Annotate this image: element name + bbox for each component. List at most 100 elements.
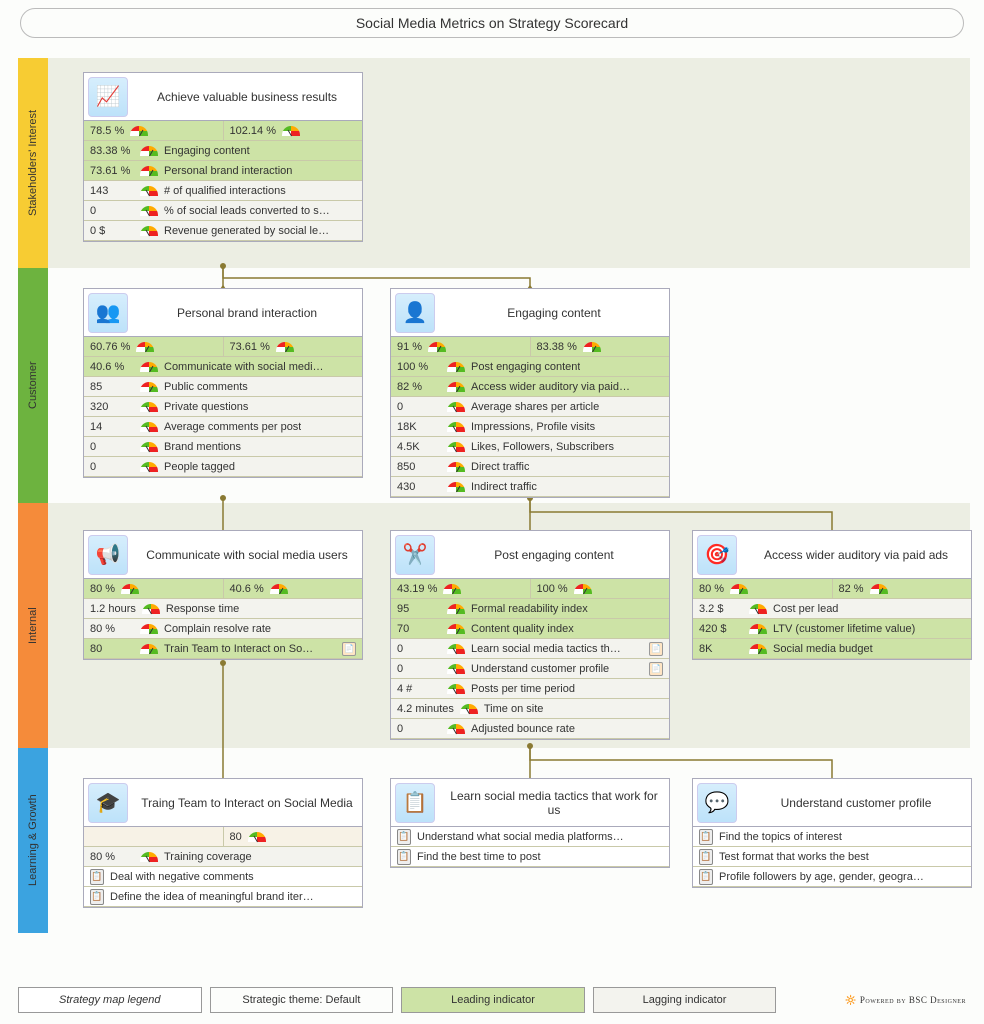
metric-label: Time on site — [484, 703, 544, 715]
kpi-half: 83.38 % — [531, 337, 670, 356]
card-comm[interactable]: 📢 Communicate with social media users 80… — [83, 530, 363, 660]
card-ucust[interactable]: 💬 Understand customer profile 📋Find the … — [692, 778, 972, 888]
card-icon: 💬 — [697, 783, 737, 823]
gauge-icon — [447, 382, 465, 392]
metric-row[interactable]: 80Train Team to Interact on So…📄 — [84, 639, 362, 659]
metric-row[interactable]: 📋Understand what social media platforms… — [391, 827, 669, 847]
metric-value: 4.2 minutes — [397, 703, 454, 715]
metric-row[interactable]: 80 %Training coverage — [84, 847, 362, 867]
metric-row[interactable]: 📋Find the best time to post — [391, 847, 669, 867]
metric-row[interactable]: 📋Find the topics of interest — [693, 827, 971, 847]
metric-row[interactable]: 3.2 $Cost per lead — [693, 599, 971, 619]
metric-row[interactable]: 73.61 %Personal brand interaction — [84, 161, 362, 181]
metric-row[interactable]: 320Private questions — [84, 397, 362, 417]
card-title: Post engaging content — [439, 548, 669, 562]
gauge-icon — [282, 126, 300, 136]
card-learn[interactable]: 📋 Learn social media tactics that work f… — [390, 778, 670, 868]
metric-row[interactable]: 📋Profile followers by age, gender, geogr… — [693, 867, 971, 887]
metric-row[interactable]: 0People tagged — [84, 457, 362, 477]
metric-value: 100 % — [397, 361, 441, 373]
metric-row[interactable]: 0Learn social media tactics th…📄 — [391, 639, 669, 659]
metric-row[interactable]: 0Brand mentions — [84, 437, 362, 457]
metric-row[interactable]: 85Public comments — [84, 377, 362, 397]
legend: Strategy map legend Strategic theme: Def… — [18, 986, 966, 1014]
metric-row[interactable]: 143# of qualified interactions — [84, 181, 362, 201]
metric-row[interactable]: 95Formal readability index — [391, 599, 669, 619]
gauge-icon — [749, 644, 767, 654]
metric-row[interactable]: 0 $Revenue generated by social le… — [84, 221, 362, 241]
metric-label: Complain resolve rate — [164, 623, 271, 635]
gauge-icon — [730, 584, 748, 594]
kpi-value: 102.14 % — [230, 125, 276, 137]
metric-label: Average shares per article — [471, 401, 599, 413]
metric-row[interactable]: 0Adjusted bounce rate — [391, 719, 669, 739]
metric-value: 0 — [397, 643, 441, 655]
card-icon: ✂️ — [395, 535, 435, 575]
metric-row[interactable]: 430Indirect traffic — [391, 477, 669, 497]
metric-value: 95 — [397, 603, 441, 615]
metric-label: Impressions, Profile visits — [471, 421, 595, 433]
metric-row[interactable]: 82 %Access wider auditory via paid… — [391, 377, 669, 397]
metric-row[interactable]: 70Content quality index — [391, 619, 669, 639]
metric-value: 0 — [90, 461, 134, 473]
metric-row[interactable]: 📋Deal with negative comments — [84, 867, 362, 887]
metric-value: 4 # — [397, 683, 441, 695]
gauge-icon — [447, 362, 465, 372]
metric-row[interactable]: 40.6 %Communicate with social medi… — [84, 357, 362, 377]
metric-row[interactable]: 1.2 hoursResponse time — [84, 599, 362, 619]
metric-row[interactable]: 100 %Post engaging content — [391, 357, 669, 377]
metric-row[interactable]: 8K Social media budget — [693, 639, 971, 659]
kpi-half: 91 % — [391, 337, 531, 356]
metric-label: Engaging content — [164, 145, 250, 157]
card-post[interactable]: ✂️ Post engaging content 43.19 %100 %95F… — [390, 530, 670, 740]
metric-label: Average comments per post — [164, 421, 301, 433]
metric-row[interactable]: 14Average comments per post — [84, 417, 362, 437]
metric-row[interactable]: 18K Impressions, Profile visits — [391, 417, 669, 437]
card-pbi[interactable]: 👥 Personal brand interaction 60.76 %73.6… — [83, 288, 363, 478]
metric-row[interactable]: 80 %Complain resolve rate — [84, 619, 362, 639]
gauge-icon — [443, 584, 461, 594]
metric-value: 850 — [397, 461, 441, 473]
metric-label: Social media budget — [773, 643, 873, 655]
gauge-icon — [142, 604, 160, 614]
metric-value: 8K — [699, 643, 743, 655]
metric-row[interactable]: 83.38 %Engaging content — [84, 141, 362, 161]
metric-row[interactable]: 850Direct traffic — [391, 457, 669, 477]
kpi-value: 100 % — [537, 583, 568, 595]
metric-row[interactable]: 4 #Posts per time period — [391, 679, 669, 699]
metric-row[interactable]: 420 $LTV (customer lifetime value) — [693, 619, 971, 639]
gauge-icon — [140, 206, 158, 216]
legend-leading: Leading indicator — [401, 987, 585, 1013]
gauge-icon — [276, 342, 294, 352]
metric-row[interactable]: 4.2 minutes Time on site — [391, 699, 669, 719]
perspective-internal: Internal — [18, 503, 48, 748]
metric-label: Deal with negative comments — [110, 871, 254, 883]
metric-value: 3.2 $ — [699, 603, 743, 615]
card-eng[interactable]: 👤 Engaging content 91 %83.38 %100 %Post … — [390, 288, 670, 498]
gauge-icon — [140, 382, 158, 392]
metric-row[interactable]: 📋Test format that works the best — [693, 847, 971, 867]
kpi-half: 73.61 % — [224, 337, 363, 356]
card-title: Personal brand interaction — [132, 306, 362, 320]
metric-value: 40.6 % — [90, 361, 134, 373]
metric-label: Training coverage — [164, 851, 252, 863]
scorecard-canvas: Social Media Metrics on Strategy Scoreca… — [0, 0, 984, 1024]
metric-value: 18K — [397, 421, 441, 433]
card-title: Traing Team to Interact on Social Media — [132, 796, 362, 810]
gauge-icon — [140, 166, 158, 176]
kpi-value: 40.6 % — [230, 583, 264, 595]
kpi-half: 80 % — [84, 579, 224, 598]
gauge-icon — [447, 684, 465, 694]
kpi-half: 80 % — [693, 579, 833, 598]
metric-label: Adjusted bounce rate — [471, 723, 575, 735]
card-achieve[interactable]: 📈 Achieve valuable business results 78.5… — [83, 72, 363, 242]
metric-row[interactable]: 0Understand customer profile📄 — [391, 659, 669, 679]
card-train[interactable]: 🎓 Traing Team to Interact on Social Medi… — [83, 778, 363, 908]
metric-row[interactable]: 📋Define the idea of meaningful brand ite… — [84, 887, 362, 907]
metric-row[interactable]: 4.5KLikes, Followers, Subscribers — [391, 437, 669, 457]
metric-row[interactable]: 0Average shares per article — [391, 397, 669, 417]
gauge-icon — [248, 832, 266, 842]
card-title: Engaging content — [439, 306, 669, 320]
card-ads[interactable]: 🎯 Access wider auditory via paid ads 80 … — [692, 530, 972, 660]
metric-row[interactable]: 0% of social leads converted to s… — [84, 201, 362, 221]
